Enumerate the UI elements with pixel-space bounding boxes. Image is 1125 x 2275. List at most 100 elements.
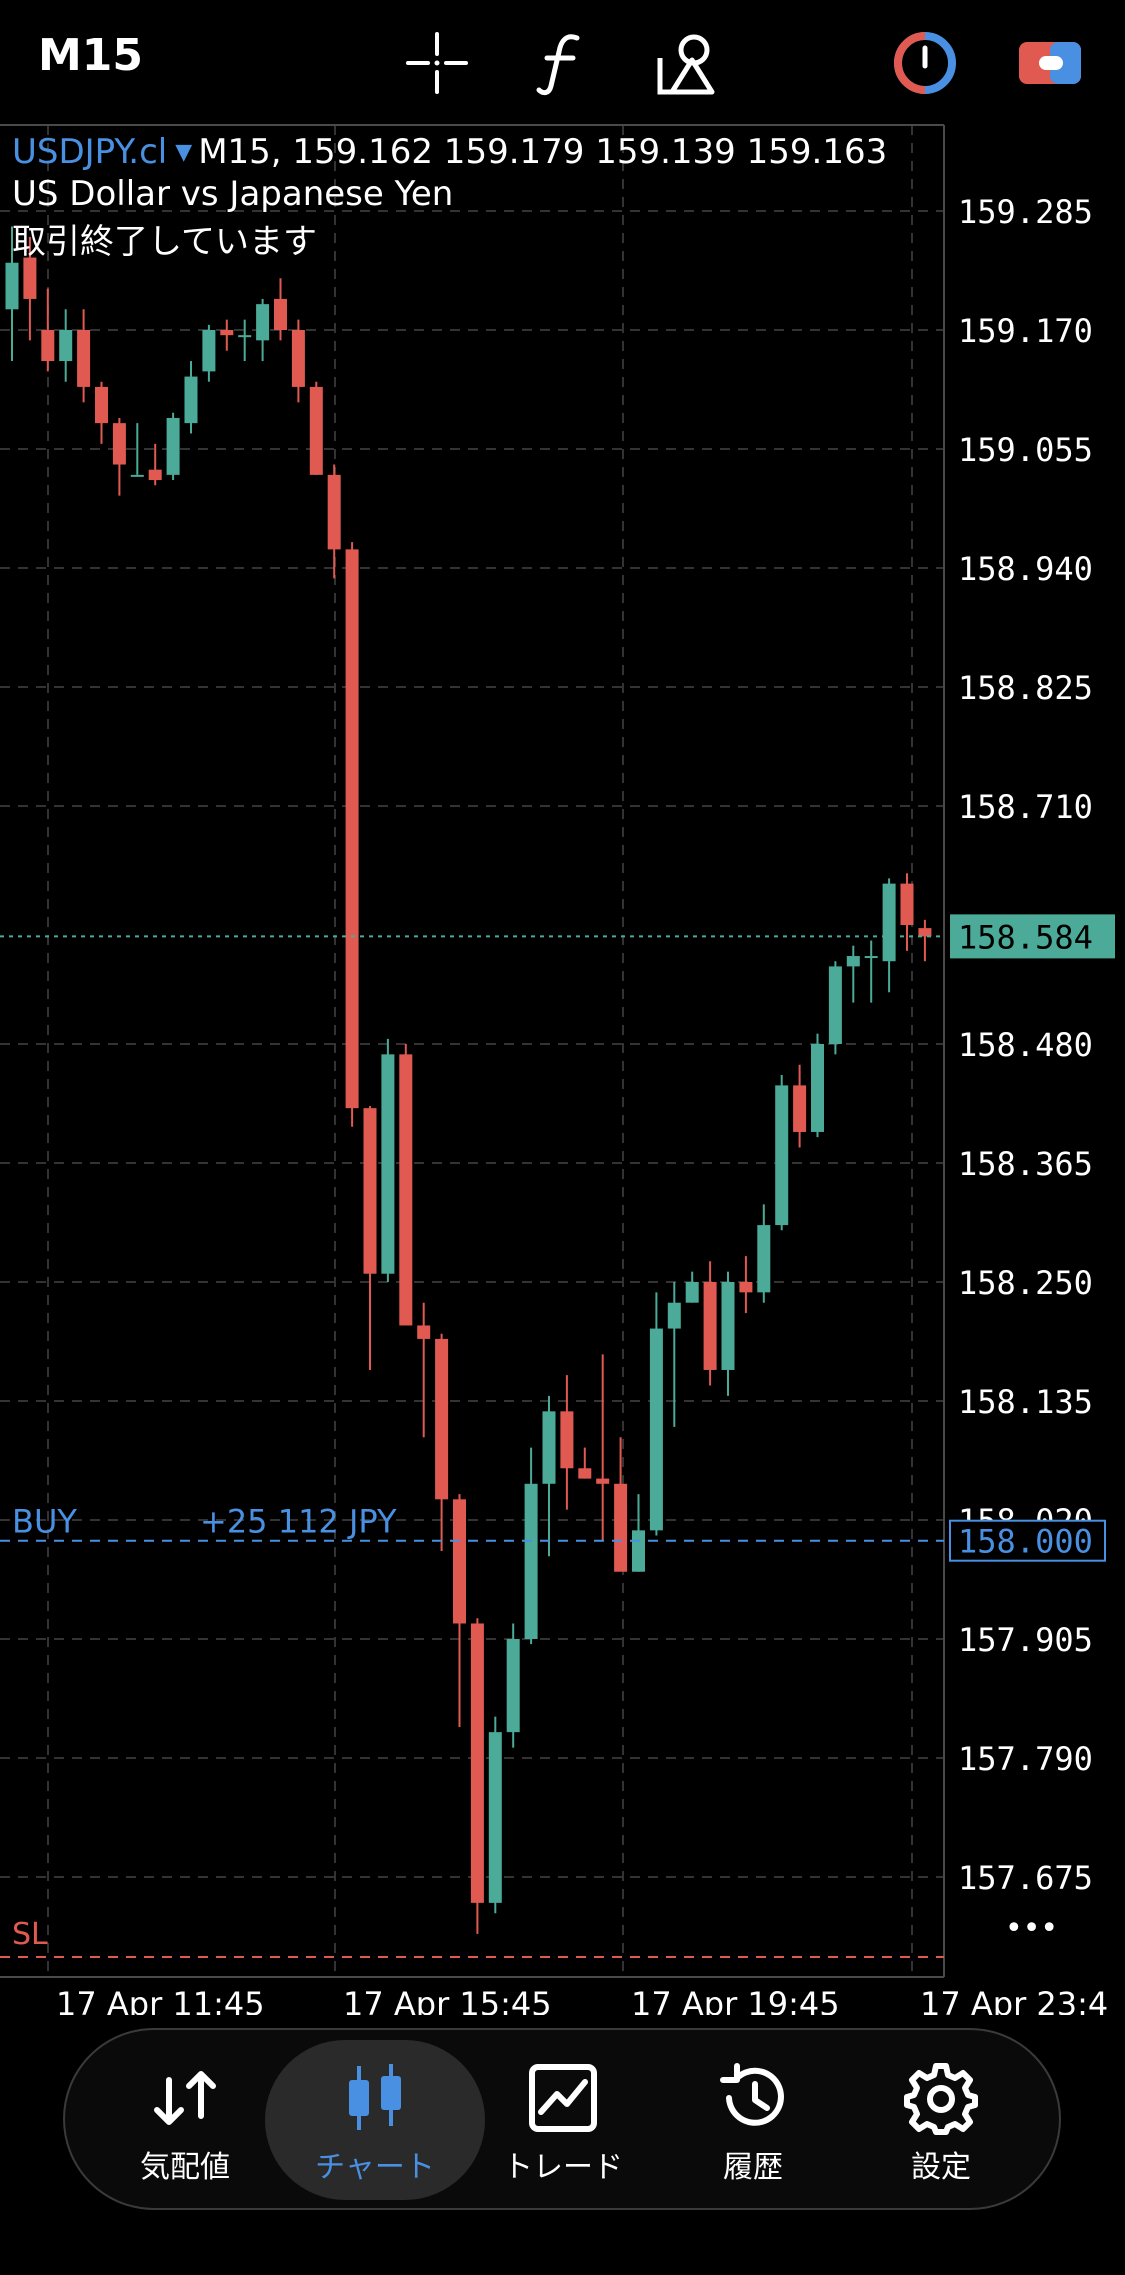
candle-body bbox=[453, 1499, 466, 1624]
candle bbox=[882, 878, 896, 993]
candle-body bbox=[130, 474, 144, 477]
nav-trade[interactable]: トレード bbox=[463, 2030, 663, 2212]
candle-body bbox=[918, 928, 932, 937]
clock-icon[interactable] bbox=[890, 28, 960, 98]
candle-body bbox=[77, 330, 91, 387]
candle bbox=[59, 309, 73, 382]
candle bbox=[453, 1494, 466, 1727]
price-tick-label: 158.365 bbox=[958, 1145, 1093, 1183]
candle-body bbox=[846, 956, 860, 967]
timeframe-button[interactable]: M15 bbox=[38, 30, 144, 81]
time-tick-label: 17 Apr 11:45 bbox=[56, 1985, 265, 2015]
candle-body bbox=[345, 549, 359, 1109]
nav-chart[interactable]: チャート bbox=[275, 2030, 475, 2212]
candle bbox=[417, 1302, 431, 1438]
symbol-selector[interactable]: USDJPY.cl bbox=[12, 132, 168, 172]
candle-body bbox=[363, 1108, 377, 1274]
candle-body bbox=[220, 330, 234, 336]
candle-body bbox=[95, 386, 108, 424]
nav-history[interactable]: 履歴 bbox=[653, 2030, 853, 2212]
time-tick-label: 17 Apr 23:4 bbox=[920, 1985, 1108, 2015]
objects-icon[interactable] bbox=[652, 28, 722, 98]
candle bbox=[524, 1447, 538, 1645]
price-tick-label: 157.790 bbox=[958, 1740, 1093, 1778]
nav-settings-label: 設定 bbox=[911, 2150, 971, 2185]
candle bbox=[148, 443, 162, 486]
candle bbox=[775, 1075, 789, 1231]
candle-body bbox=[148, 469, 162, 481]
candle-body bbox=[864, 956, 878, 959]
candle bbox=[363, 1106, 377, 1370]
candle bbox=[399, 1044, 413, 1326]
settings-icon bbox=[904, 2063, 978, 2135]
quotes-icon bbox=[154, 2071, 216, 2125]
candle-body bbox=[560, 1411, 574, 1469]
more-options-icon[interactable]: ••• bbox=[1005, 1911, 1058, 1946]
history-icon bbox=[720, 2063, 784, 2126]
candle bbox=[900, 873, 914, 951]
time-axis: 17 Apr 11:45 17 Apr 15:45 17 Apr 19:45 17 A… bbox=[56, 1985, 1108, 2015]
candle-body bbox=[23, 257, 37, 299]
candle-body bbox=[274, 298, 287, 330]
candle-body bbox=[327, 474, 341, 550]
candle-body bbox=[238, 335, 252, 338]
nav-quotes-label: 気配値 bbox=[140, 2150, 230, 2185]
price-tick-label: 158.135 bbox=[958, 1383, 1093, 1421]
candle bbox=[202, 324, 216, 382]
candle bbox=[381, 1038, 395, 1282]
price-tick-label: 158.250 bbox=[958, 1264, 1093, 1302]
candle-body bbox=[5, 262, 19, 310]
candles bbox=[5, 226, 932, 1934]
nav-settings[interactable]: 設定 bbox=[841, 2030, 1041, 2212]
candle-body bbox=[381, 1054, 395, 1274]
stop-loss-label: SL bbox=[12, 1917, 48, 1952]
indicators-icon[interactable] bbox=[527, 28, 597, 98]
candle-body bbox=[506, 1639, 520, 1733]
candle bbox=[77, 309, 91, 403]
candle bbox=[238, 319, 252, 362]
candle-body bbox=[524, 1483, 538, 1639]
buy-profit-label: +25 112 JPY bbox=[200, 1503, 397, 1541]
candle bbox=[23, 236, 37, 341]
current-price-label: 158.584 bbox=[958, 918, 1093, 956]
candle-body bbox=[435, 1338, 449, 1500]
candle-body bbox=[739, 1282, 753, 1293]
candle-body bbox=[578, 1468, 592, 1479]
candle bbox=[632, 1494, 645, 1572]
candle-body bbox=[614, 1483, 628, 1572]
trade-icon bbox=[529, 2064, 597, 2132]
candle bbox=[166, 412, 180, 481]
candle-body bbox=[166, 417, 180, 475]
chart-icon bbox=[349, 2064, 401, 2130]
price-tick-label: 158.940 bbox=[958, 550, 1093, 588]
candle bbox=[130, 423, 144, 477]
toggle-icon[interactable] bbox=[1015, 28, 1085, 98]
candle-body bbox=[757, 1225, 771, 1293]
candle bbox=[327, 464, 341, 579]
price-chart[interactable]: 159.285 159.170 159.055 158.940 158.825 158.7… bbox=[0, 0, 1125, 2015]
candle bbox=[685, 1271, 699, 1303]
bottom-navigation: 気配値 チャート トレード 履歴 設定 bbox=[63, 2028, 1061, 2210]
candle bbox=[828, 961, 842, 1055]
price-tick-label: 159.170 bbox=[958, 312, 1093, 350]
current-price-box bbox=[950, 914, 1115, 959]
price-tick-label: 158.825 bbox=[958, 669, 1093, 707]
price-axis: 159.285 159.170 159.055 158.940 158.825 158.7… bbox=[958, 193, 1093, 1897]
candle bbox=[846, 945, 860, 1003]
candle-body bbox=[488, 1732, 502, 1903]
candle-body bbox=[793, 1085, 807, 1132]
candle-body bbox=[59, 330, 73, 362]
dropdown-arrow-icon[interactable]: ▼ bbox=[175, 140, 193, 165]
candle bbox=[703, 1261, 717, 1386]
candle-body bbox=[721, 1282, 735, 1370]
candle-body bbox=[470, 1623, 484, 1903]
candle-body bbox=[41, 330, 55, 362]
symbol-line: USDJPY.cl ▼ M15, 159.162 159.179 159.139 1… bbox=[12, 132, 887, 172]
candle bbox=[918, 919, 932, 962]
candle-body bbox=[291, 330, 305, 387]
crosshair-icon[interactable] bbox=[402, 28, 472, 98]
buy-label: BUY bbox=[12, 1503, 77, 1541]
market-status: 取引終了しています bbox=[12, 222, 317, 262]
nav-quotes[interactable]: 気配値 bbox=[85, 2030, 285, 2212]
time-tick-label: 17 Apr 15:45 bbox=[343, 1985, 552, 2015]
